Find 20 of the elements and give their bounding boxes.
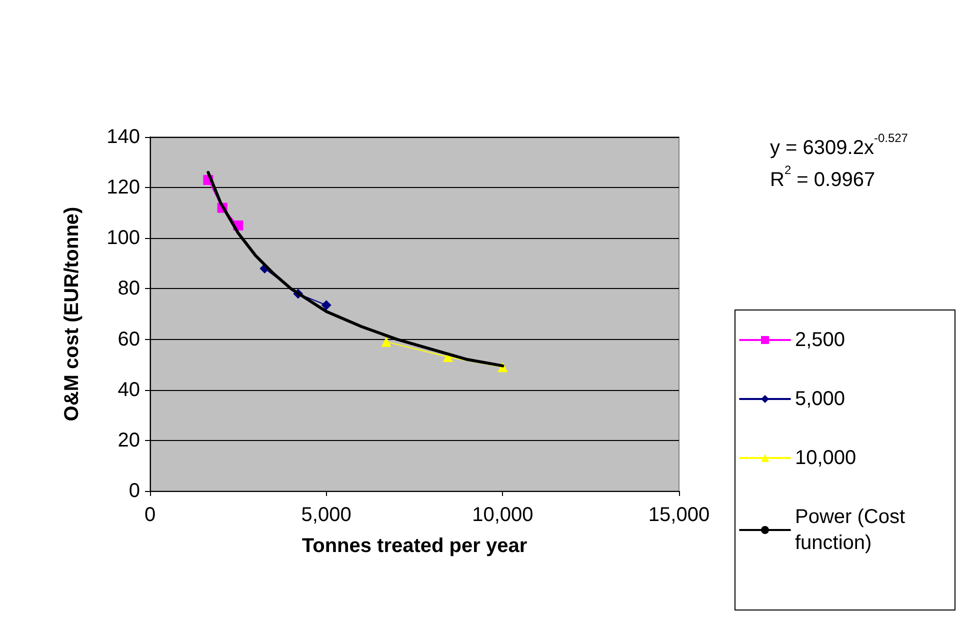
y-tick-label: 80 <box>118 278 140 300</box>
y-tick-label: 120 <box>106 176 140 199</box>
legend-label: 2,500 <box>795 329 846 351</box>
legend-label: 5,000 <box>795 388 846 410</box>
x-tick-label: 15,000 <box>648 504 710 526</box>
y-tick-label: 100 <box>106 227 140 250</box>
y-tick-label: 20 <box>118 429 140 452</box>
x-tick-label: 10,000 <box>472 504 534 526</box>
legend-label: 10,000 <box>795 447 856 469</box>
legend-label: Power (Cost function) <box>795 506 911 554</box>
y-tick-label: 140 <box>106 126 140 148</box>
y-axis-title: O&M cost (EUR/tonne) <box>61 206 83 422</box>
x-tick-label: 5,000 <box>301 504 352 526</box>
y-tick-label: 60 <box>118 328 140 350</box>
point <box>321 300 332 310</box>
x-axis-title: Tonnes treated per year <box>302 535 528 557</box>
x-tick-label: 0 <box>144 504 156 526</box>
y-tick-label: 0 <box>128 480 140 502</box>
y-tick-label: 40 <box>118 378 140 401</box>
point <box>381 336 392 347</box>
